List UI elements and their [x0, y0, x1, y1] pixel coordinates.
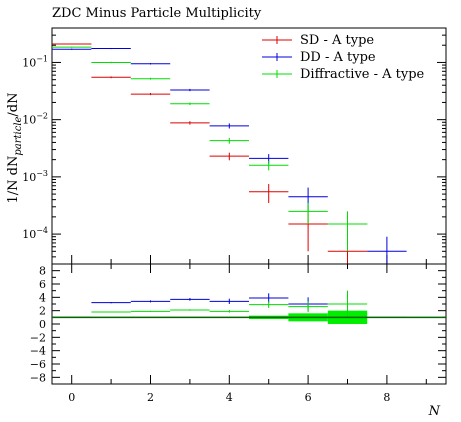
chart-title: ZDC Minus Particle Multiplicity [52, 6, 262, 21]
ratio-tick-label: −6 [30, 358, 46, 371]
main-panel [51, 27, 447, 265]
x-tick-label: 8 [383, 391, 390, 404]
legend: SD - A type DD - A type Diffractive - A ty… [262, 33, 425, 82]
ratio-tick-label: 2 [39, 305, 46, 318]
y-tick-label: 10−1 [22, 54, 48, 69]
main-plot-frame [51, 27, 447, 265]
ratio-tick-label: 0 [39, 318, 46, 331]
ratio-data-points [52, 290, 446, 324]
y-axis-label: 1/N dNparticle/dN [6, 92, 24, 203]
ratio-tick-label: 6 [39, 278, 46, 291]
x-axis-label: N [428, 404, 441, 419]
x-tick-label: 6 [305, 391, 312, 404]
ratio-axis-ticks [52, 263, 446, 385]
x-tick-label: 0 [68, 391, 75, 404]
ratio-tick-label: −4 [30, 345, 46, 358]
y-tick-label: 10−2 [22, 112, 48, 127]
x-tick-label: 2 [147, 391, 154, 404]
ratio-plot-frame [51, 263, 447, 385]
y-tick-label: 10−3 [22, 169, 48, 184]
ratio-tick-label: −2 [30, 331, 46, 344]
legend-label: SD - A type [300, 33, 374, 48]
y-tick-label: 10−4 [22, 226, 48, 241]
y-tick-labels: 10−4 10−3 10−2 10−1 [22, 54, 48, 241]
legend-label: DD - A type [300, 50, 376, 65]
main-axis-ticks [52, 27, 446, 265]
ratio-tick-label: 8 [39, 265, 46, 278]
legend-item: SD - A type [262, 33, 374, 48]
legend-item: Diffractive - A type [262, 67, 425, 82]
main-data-points [52, 43, 407, 264]
ratio-panel [51, 263, 447, 385]
ratio-tick-label: −8 [30, 371, 46, 384]
ratio-tick-label: 4 [39, 291, 46, 304]
x-tick-labels: 0 2 4 6 8 [68, 391, 390, 404]
x-tick-label: 4 [226, 391, 233, 404]
legend-item: DD - A type [262, 50, 376, 65]
legend-label: Diffractive - A type [300, 67, 425, 82]
